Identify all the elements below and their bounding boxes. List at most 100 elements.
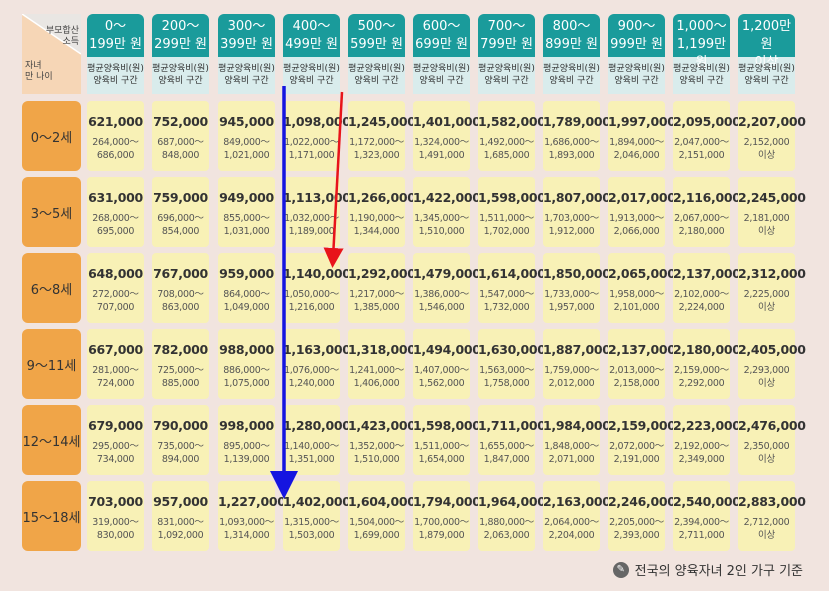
cost-range: 831,000～ 1,092,000	[157, 517, 204, 541]
table-cell: 2,017,000 1,913,000～ 2,066,000	[608, 177, 676, 247]
average-cost: 2,312,000	[738, 266, 806, 281]
cost-range: 855,000～ 1,031,000	[223, 213, 270, 237]
average-cost: 2,245,000	[738, 190, 806, 205]
table-cell: 1,582,000 1,492,000～ 1,685,000	[478, 101, 546, 171]
cost-range: 2,225,000 이상	[743, 289, 790, 313]
column-header: 700～ 799만 원 평균양육비(원) 양육비 구간	[478, 14, 535, 94]
cost-range: 1,386,000～ 1,546,000	[414, 289, 469, 313]
table-cell: 2,180,000 2,159,000～ 2,292,000	[673, 329, 741, 399]
table-cell: 949,000 855,000～ 1,031,000	[218, 177, 275, 247]
column-subheader: 평균양육비(원) 양육비 구간	[413, 57, 470, 94]
cost-range: 2,072,000～ 2,191,000	[609, 441, 664, 465]
table-cell: 1,630,000 1,563,000～ 1,758,000	[478, 329, 546, 399]
average-cost: 2,095,000	[673, 114, 741, 129]
cost-range: 1,172,000～ 1,323,000	[349, 137, 404, 161]
average-cost: 949,000	[219, 190, 274, 205]
cost-range: 268,000～ 695,000	[92, 213, 139, 237]
cost-range: 1,032,000～ 1,189,000	[284, 213, 339, 237]
cost-range: 864,000～ 1,049,000	[223, 289, 270, 313]
cost-range: 1,703,000～ 1,912,000	[544, 213, 599, 237]
table-cell: 1,280,000 1,140,000～ 1,351,000	[283, 405, 351, 475]
table-cell: 945,000 849,000～ 1,021,000	[218, 101, 275, 171]
cost-range: 2,159,000～ 2,292,000	[674, 365, 729, 389]
average-cost: 1,423,000	[348, 418, 416, 433]
average-cost: 1,494,000	[413, 342, 481, 357]
cost-range: 2,350,000 이상	[743, 441, 790, 465]
cost-range: 1,913,000～ 2,066,000	[609, 213, 664, 237]
cost-range: 687,000～ 848,000	[157, 137, 204, 161]
column-subheader: 평균양육비(원) 양육비 구간	[152, 57, 209, 94]
cost-range: 264,000～ 686,000	[92, 137, 139, 161]
column-header: 600～ 699만 원 평균양육비(원) 양육비 구간	[413, 14, 470, 94]
cost-range: 272,000～ 707,000	[92, 289, 139, 313]
average-cost: 1,582,000	[478, 114, 546, 129]
pencil-icon: ✎	[612, 561, 629, 578]
average-cost: 1,113,000	[283, 190, 351, 205]
cost-range: 2,064,000～ 2,204,000	[544, 517, 599, 541]
average-cost: 1,614,000	[478, 266, 546, 281]
income-range: 800～ 899만 원	[543, 14, 600, 57]
column-header: 800～ 899만 원 평균양육비(원) 양육비 구간	[543, 14, 600, 94]
column-header: 1,200만 원 이상 평균양육비(원) 양육비 구간	[738, 14, 795, 94]
column-subheader: 평균양육비(원) 양육비 구간	[348, 57, 405, 94]
table-cell: 1,266,000 1,190,000～ 1,344,000	[348, 177, 416, 247]
average-cost: 2,137,000	[673, 266, 741, 281]
age-row-label: 6～8세	[22, 253, 81, 323]
cost-range: 2,152,000 이상	[743, 137, 790, 161]
cost-range: 1,504,000～ 1,699,000	[349, 517, 404, 541]
table-cell: 1,598,000 1,511,000～ 1,654,000	[413, 405, 481, 475]
average-cost: 2,116,000	[673, 190, 741, 205]
income-range: 0～ 199만 원	[87, 14, 144, 57]
cost-range: 1,759,000～ 2,012,000	[544, 365, 599, 389]
average-cost: 703,000	[88, 494, 143, 509]
cost-range: 319,000～ 830,000	[92, 517, 139, 541]
table-cell: 1,227,000 1,093,000～ 1,314,000	[218, 481, 286, 551]
cost-range: 1,190,000～ 1,344,000	[349, 213, 404, 237]
income-range: 500～ 599만 원	[348, 14, 405, 57]
income-range: 400～ 499만 원	[283, 14, 340, 57]
cost-range: 735,000～ 894,000	[157, 441, 204, 465]
average-cost: 1,997,000	[608, 114, 676, 129]
average-cost: 790,000	[153, 418, 208, 433]
table-cell: 2,223,000 2,192,000～ 2,349,000	[673, 405, 741, 475]
average-cost: 767,000	[153, 266, 208, 281]
average-cost: 1,163,000	[283, 342, 351, 357]
average-cost: 2,540,000	[673, 494, 741, 509]
table-cell: 2,065,000 1,958,000～ 2,101,000	[608, 253, 676, 323]
cost-range: 1,733,000～ 1,957,000	[544, 289, 599, 313]
average-cost: 1,098,000	[283, 114, 351, 129]
corner-header: 부모합산 소득 자녀 만 나이	[22, 14, 81, 94]
average-cost: 631,000	[88, 190, 143, 205]
cost-range: 1,492,000～ 1,685,000	[479, 137, 534, 161]
average-cost: 1,266,000	[348, 190, 416, 205]
cost-range: 2,192,000～ 2,349,000	[674, 441, 729, 465]
column-header: 500～ 599만 원 평균양육비(원) 양육비 구간	[348, 14, 405, 94]
average-cost: 2,476,000	[738, 418, 806, 433]
cost-range: 1,511,000～ 1,654,000	[414, 441, 469, 465]
table-cell: 2,159,000 2,072,000～ 2,191,000	[608, 405, 676, 475]
average-cost: 2,163,000	[543, 494, 611, 509]
average-cost: 2,246,000	[608, 494, 676, 509]
table-cell: 2,405,000 2,293,000 이상	[738, 329, 806, 399]
cost-range: 2,047,000～ 2,151,000	[674, 137, 729, 161]
cost-range: 1,050,000～ 1,216,000	[284, 289, 339, 313]
income-range: 1,200만 원 이상	[738, 14, 795, 70]
cost-range: 2,013,000～ 2,158,000	[609, 365, 664, 389]
table-cell: 790,000 735,000～ 894,000	[152, 405, 209, 475]
column-subheader: 평균양육비(원) 양육비 구간	[608, 57, 665, 94]
cost-range: 886,000～ 1,075,000	[223, 365, 270, 389]
table-cell: 1,614,000 1,547,000～ 1,732,000	[478, 253, 546, 323]
age-row-label: 9～11세	[22, 329, 81, 399]
average-cost: 1,245,000	[348, 114, 416, 129]
table-cell: 767,000 708,000～ 863,000	[152, 253, 209, 323]
cost-range: 2,205,000～ 2,393,000	[609, 517, 664, 541]
table-cell: 1,604,000 1,504,000～ 1,699,000	[348, 481, 416, 551]
average-cost: 1,850,000	[543, 266, 611, 281]
cost-range: 2,394,000～ 2,711,000	[674, 517, 729, 541]
average-cost: 1,227,000	[218, 494, 286, 509]
column-subheader: 평균양육비(원) 양육비 구간	[738, 57, 795, 94]
column-header: 1,000～ 1,199만 원 평균양육비(원) 양육비 구간	[673, 14, 730, 94]
table-cell: 1,789,000 1,686,000～ 1,893,000	[543, 101, 611, 171]
average-cost: 1,401,000	[413, 114, 481, 129]
cost-range: 1,700,000～ 1,879,000	[414, 517, 469, 541]
